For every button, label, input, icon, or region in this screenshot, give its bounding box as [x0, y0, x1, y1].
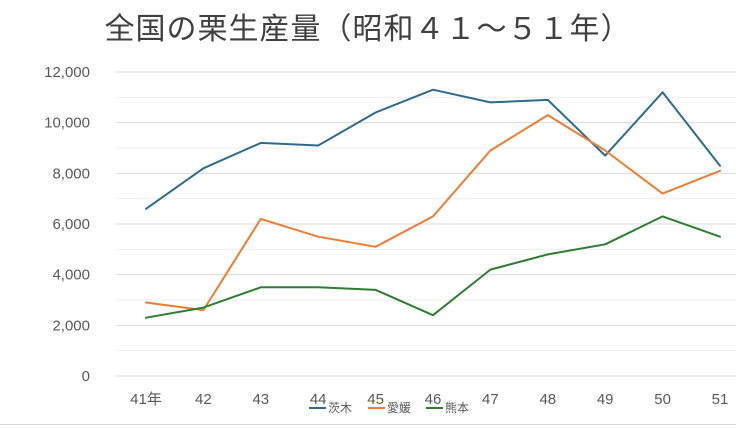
x-tick-label: 41年	[130, 391, 162, 408]
y-tick-label: 2,000	[52, 317, 90, 334]
x-tick-label: 46	[425, 391, 442, 408]
x-tick-label: 44	[310, 391, 327, 408]
legend-label: 愛媛	[387, 401, 411, 415]
series-line-2	[145, 114, 721, 312]
series-line-3	[145, 215, 721, 319]
legend-label: 熊本	[445, 400, 469, 415]
chart-title: 全国の栗生産量（昭和４１〜５１年）	[104, 12, 632, 47]
x-tick-label: 47	[482, 391, 499, 408]
y-tick-label: 12,000	[44, 64, 90, 81]
y-tick-label: 6,000	[52, 216, 90, 233]
x-tick-label: 45	[367, 391, 384, 408]
x-tick-label: 42	[195, 391, 212, 408]
y-tick-label: 4,000	[52, 267, 90, 284]
x-tick-label: 51	[712, 391, 729, 408]
x-tick-label: 48	[539, 391, 556, 408]
y-tick-label: 10,000	[44, 115, 90, 132]
x-tick-label: 43	[252, 391, 269, 408]
series-line-1	[145, 88, 721, 210]
legend-label: 茨木	[328, 401, 352, 415]
x-tick-label: 50	[654, 391, 671, 408]
y-tick-label: 0	[82, 368, 90, 385]
y-tick-label: 8,000	[52, 165, 90, 182]
bottom-rule	[0, 424, 736, 425]
x-tick-label: 49	[597, 391, 614, 408]
